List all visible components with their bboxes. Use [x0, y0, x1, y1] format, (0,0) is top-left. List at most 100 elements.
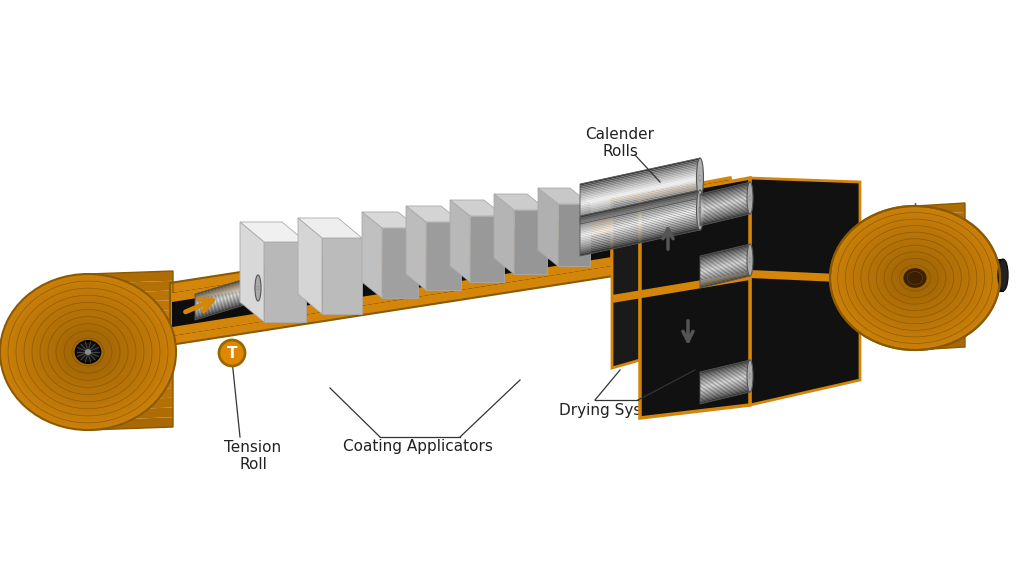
Polygon shape [700, 202, 750, 215]
Text: T: T [227, 345, 237, 361]
Ellipse shape [869, 239, 962, 318]
Polygon shape [580, 205, 700, 233]
Polygon shape [580, 225, 700, 253]
Polygon shape [580, 176, 700, 204]
Polygon shape [700, 199, 750, 213]
Polygon shape [700, 275, 750, 288]
Polygon shape [88, 417, 173, 430]
Polygon shape [700, 211, 750, 225]
Polygon shape [580, 200, 700, 228]
Polygon shape [700, 186, 750, 199]
Polygon shape [195, 275, 258, 295]
Polygon shape [700, 191, 750, 205]
Polygon shape [195, 295, 258, 315]
Polygon shape [580, 193, 700, 221]
Polygon shape [172, 256, 618, 336]
Polygon shape [915, 329, 965, 341]
Polygon shape [700, 251, 750, 264]
Polygon shape [240, 222, 264, 322]
Polygon shape [700, 194, 750, 207]
Ellipse shape [255, 275, 261, 301]
Text: Coating Applicators: Coating Applicators [343, 439, 493, 455]
Polygon shape [195, 279, 258, 299]
Polygon shape [700, 380, 750, 393]
Polygon shape [426, 222, 461, 290]
Polygon shape [700, 372, 750, 385]
Polygon shape [195, 288, 258, 308]
Polygon shape [580, 164, 700, 192]
Polygon shape [580, 207, 700, 234]
Polygon shape [580, 199, 700, 226]
Ellipse shape [892, 258, 938, 298]
Polygon shape [298, 218, 322, 314]
Polygon shape [580, 213, 700, 241]
Polygon shape [915, 221, 965, 233]
Polygon shape [195, 284, 258, 305]
Ellipse shape [864, 236, 966, 320]
Polygon shape [580, 189, 700, 217]
Polygon shape [580, 186, 700, 214]
Ellipse shape [899, 265, 931, 291]
Polygon shape [915, 257, 965, 269]
Polygon shape [240, 222, 306, 242]
Polygon shape [700, 374, 750, 388]
Polygon shape [700, 388, 750, 401]
Polygon shape [88, 358, 173, 372]
Polygon shape [700, 389, 750, 403]
Ellipse shape [830, 206, 1000, 350]
Polygon shape [700, 366, 750, 380]
Polygon shape [700, 195, 750, 209]
Polygon shape [700, 384, 750, 397]
Polygon shape [538, 188, 590, 204]
Polygon shape [382, 228, 418, 298]
Text: Drying System: Drying System [559, 402, 671, 418]
Polygon shape [406, 206, 461, 222]
Ellipse shape [884, 252, 946, 304]
Polygon shape [700, 378, 750, 392]
Polygon shape [195, 277, 258, 297]
Ellipse shape [747, 244, 753, 276]
Polygon shape [700, 201, 750, 214]
Polygon shape [580, 195, 700, 222]
Ellipse shape [830, 206, 1000, 350]
Polygon shape [640, 178, 750, 418]
Polygon shape [580, 160, 700, 187]
Ellipse shape [911, 275, 919, 281]
Ellipse shape [40, 310, 136, 394]
Ellipse shape [80, 345, 96, 359]
Ellipse shape [892, 258, 938, 298]
Polygon shape [298, 218, 362, 238]
Polygon shape [580, 192, 700, 219]
Polygon shape [700, 373, 750, 387]
Polygon shape [700, 252, 750, 265]
Ellipse shape [76, 341, 100, 363]
Ellipse shape [219, 340, 244, 366]
Polygon shape [700, 271, 750, 284]
Polygon shape [195, 290, 258, 310]
Polygon shape [580, 168, 700, 196]
Polygon shape [470, 216, 504, 282]
Ellipse shape [56, 324, 120, 380]
Text: Tension
Roll: Tension Roll [224, 440, 281, 472]
Polygon shape [195, 284, 258, 304]
Polygon shape [88, 349, 173, 362]
Polygon shape [700, 273, 750, 287]
Ellipse shape [48, 316, 128, 387]
Polygon shape [915, 212, 965, 224]
Polygon shape [612, 198, 640, 368]
Polygon shape [195, 292, 258, 312]
Polygon shape [700, 207, 750, 221]
Ellipse shape [60, 327, 116, 377]
Polygon shape [195, 291, 258, 311]
Polygon shape [450, 200, 504, 216]
Polygon shape [580, 218, 700, 246]
Polygon shape [700, 253, 750, 267]
Polygon shape [580, 173, 700, 201]
Ellipse shape [0, 274, 176, 430]
Ellipse shape [911, 275, 919, 281]
Polygon shape [580, 215, 700, 242]
Polygon shape [195, 286, 258, 306]
Ellipse shape [28, 299, 148, 405]
Ellipse shape [84, 348, 92, 356]
Polygon shape [170, 213, 620, 345]
